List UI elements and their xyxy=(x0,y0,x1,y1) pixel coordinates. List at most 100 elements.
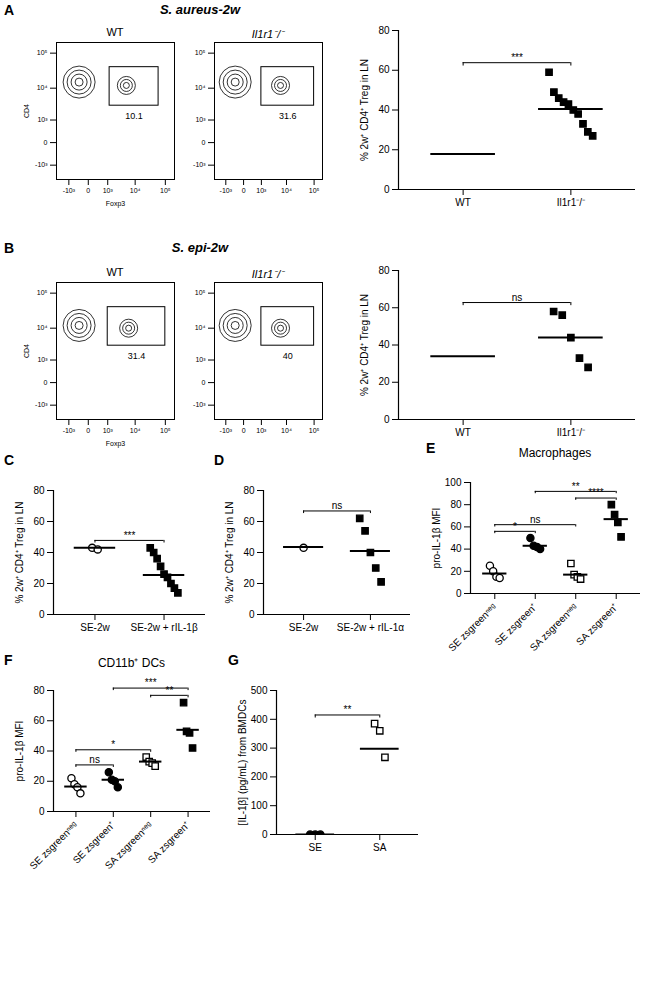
svg-text:0: 0 xyxy=(44,139,48,146)
svg-text:200: 200 xyxy=(251,771,268,782)
svg-text:-10³: -10³ xyxy=(193,401,206,408)
svg-text:-10³: -10³ xyxy=(63,187,76,194)
svg-text:40: 40 xyxy=(33,745,45,756)
svg-text:10⁴: 10⁴ xyxy=(130,187,141,194)
svg-text:SA zsgreenⁿᵉᵍ: SA zsgreenⁿᵉᵍ xyxy=(528,601,580,653)
svg-text:20: 20 xyxy=(243,578,255,589)
svg-text:80: 80 xyxy=(243,485,255,496)
svg-text:40: 40 xyxy=(378,104,390,115)
svg-text:10⁴: 10⁴ xyxy=(37,324,48,331)
svg-text:% 2w⁺ CD4⁺ Treg in LN: % 2w⁺ CD4⁺ Treg in LN xyxy=(359,59,370,161)
svg-text:10⁵: 10⁵ xyxy=(37,289,48,296)
svg-text:10⁴: 10⁴ xyxy=(130,427,141,434)
svg-text:80: 80 xyxy=(378,25,390,36)
svg-text:20: 20 xyxy=(33,775,45,786)
svg-text:SA zsgreen⁺: SA zsgreen⁺ xyxy=(574,601,621,648)
svg-text:WT: WT xyxy=(455,427,471,438)
svg-text:20: 20 xyxy=(33,578,45,589)
svg-text:Il1r1⁻/⁻: Il1r1⁻/⁻ xyxy=(557,427,586,438)
svg-text:% 2w⁺ CD4⁺ Treg in LN: % 2w⁺ CD4⁺ Treg in LN xyxy=(359,294,370,396)
svg-text:60: 60 xyxy=(33,516,45,527)
svg-text:100: 100 xyxy=(251,800,268,811)
svg-text:31.6: 31.6 xyxy=(279,111,297,121)
svg-text:SA: SA xyxy=(373,842,387,853)
svg-text:ns: ns xyxy=(89,754,100,765)
svg-text:60: 60 xyxy=(450,521,462,532)
svg-text:-10³: -10³ xyxy=(63,427,76,434)
svg-text:10⁵: 10⁵ xyxy=(195,289,206,296)
svg-text:10⁵: 10⁵ xyxy=(160,187,171,194)
svg-text:0: 0 xyxy=(39,609,45,620)
svg-text:0: 0 xyxy=(202,139,206,146)
svg-text:CD4: CD4 xyxy=(23,104,30,118)
svg-text:80: 80 xyxy=(378,265,390,276)
svg-text:*: * xyxy=(513,521,517,532)
svg-text:10³: 10³ xyxy=(103,187,114,194)
svg-text:20: 20 xyxy=(378,376,390,387)
svg-text:10⁴: 10⁴ xyxy=(281,187,292,194)
svg-text:40: 40 xyxy=(450,543,462,554)
svg-text:20: 20 xyxy=(450,566,462,577)
svg-text:0: 0 xyxy=(44,379,48,386)
svg-text:% 2w⁺ CD4⁺ Treg in LN: % 2w⁺ CD4⁺ Treg in LN xyxy=(224,501,235,603)
svg-text:[IL-1β] (pg/mL) from BMDCs: [IL-1β] (pg/mL) from BMDCs xyxy=(237,700,248,826)
svg-text:100: 100 xyxy=(445,477,462,488)
svg-text:0: 0 xyxy=(86,427,90,434)
svg-text:0: 0 xyxy=(86,187,90,194)
svg-text:pro-IL-1β MFI: pro-IL-1β MFI xyxy=(14,721,25,782)
svg-text:10⁴: 10⁴ xyxy=(37,84,48,91)
svg-text:10⁴: 10⁴ xyxy=(195,324,206,331)
svg-text:10³: 10³ xyxy=(256,187,267,194)
svg-text:0: 0 xyxy=(384,414,390,425)
svg-text:60: 60 xyxy=(33,715,45,726)
svg-text:***: *** xyxy=(511,52,523,63)
svg-text:pro-IL-1β MFI: pro-IL-1β MFI xyxy=(431,508,442,569)
svg-text:0: 0 xyxy=(242,187,246,194)
svg-text:0: 0 xyxy=(242,427,246,434)
svg-text:*: * xyxy=(111,739,115,750)
svg-text:SA zsgreen⁺: SA zsgreen⁺ xyxy=(146,819,193,866)
svg-text:10⁴: 10⁴ xyxy=(195,84,206,91)
svg-text:10⁵: 10⁵ xyxy=(309,427,320,434)
svg-text:0: 0 xyxy=(384,184,390,195)
svg-text:10³: 10³ xyxy=(195,356,206,363)
svg-text:SE: SE xyxy=(309,842,323,853)
svg-text:-10³: -10³ xyxy=(35,401,48,408)
svg-text:10³: 10³ xyxy=(103,427,114,434)
svg-text:10³: 10³ xyxy=(195,116,206,123)
svg-text:****: **** xyxy=(588,487,604,498)
svg-text:80: 80 xyxy=(33,485,45,496)
svg-text:0: 0 xyxy=(456,588,462,599)
svg-text:500: 500 xyxy=(251,685,268,696)
svg-text:0: 0 xyxy=(262,829,268,840)
svg-text:0: 0 xyxy=(202,379,206,386)
svg-text:40: 40 xyxy=(243,547,255,558)
svg-text:SE zsgreenⁿᵉᵍ: SE zsgreenⁿᵉᵍ xyxy=(446,601,498,653)
svg-text:Il1r1⁻/⁻: Il1r1⁻/⁻ xyxy=(557,197,586,208)
svg-text:10³: 10³ xyxy=(37,116,48,123)
svg-text:SA zsgreenⁿᵉᵍ: SA zsgreenⁿᵉᵍ xyxy=(103,819,155,871)
svg-text:10.1: 10.1 xyxy=(125,111,143,121)
svg-text:***: *** xyxy=(124,530,136,541)
svg-text:WT: WT xyxy=(455,197,471,208)
svg-text:**: ** xyxy=(344,704,352,715)
svg-text:SE-2w + rIL-1β: SE-2w + rIL-1β xyxy=(130,622,197,633)
svg-text:% 2w⁺ CD4⁺ Treg in LN: % 2w⁺ CD4⁺ Treg in LN xyxy=(14,501,25,603)
svg-text:SE-2w: SE-2w xyxy=(289,622,319,633)
svg-text:-10³: -10³ xyxy=(193,161,206,168)
svg-text:10⁵: 10⁵ xyxy=(37,49,48,56)
svg-text:400: 400 xyxy=(251,714,268,725)
svg-text:***: *** xyxy=(145,677,157,688)
svg-text:60: 60 xyxy=(243,516,255,527)
svg-text:31.4: 31.4 xyxy=(128,351,146,361)
svg-text:Foxp3: Foxp3 xyxy=(106,440,126,448)
svg-text:80: 80 xyxy=(33,685,45,696)
svg-text:SE-2w: SE-2w xyxy=(80,622,110,633)
svg-text:ns: ns xyxy=(512,292,523,303)
svg-text:CD4: CD4 xyxy=(23,344,30,358)
svg-text:10³: 10³ xyxy=(256,427,267,434)
svg-text:**: ** xyxy=(572,481,580,492)
svg-text:40: 40 xyxy=(378,339,390,350)
svg-text:ns: ns xyxy=(332,500,343,511)
svg-text:10⁴: 10⁴ xyxy=(281,427,292,434)
